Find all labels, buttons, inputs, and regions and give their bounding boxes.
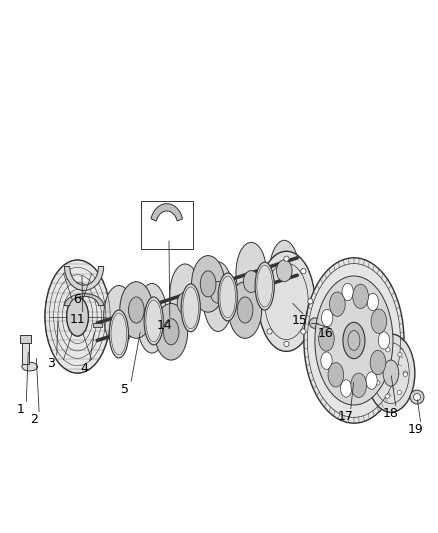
- Circle shape: [267, 269, 272, 274]
- Bar: [141, 201, 193, 249]
- Circle shape: [301, 269, 306, 274]
- Ellipse shape: [343, 322, 365, 359]
- Ellipse shape: [170, 264, 200, 325]
- Circle shape: [267, 329, 272, 334]
- Text: 2: 2: [30, 413, 38, 426]
- Ellipse shape: [366, 372, 377, 389]
- Ellipse shape: [120, 282, 153, 338]
- Circle shape: [403, 371, 407, 375]
- Circle shape: [308, 298, 313, 304]
- Ellipse shape: [258, 251, 315, 351]
- Bar: [22, 343, 29, 365]
- Ellipse shape: [236, 243, 266, 303]
- Circle shape: [410, 390, 424, 404]
- Ellipse shape: [177, 292, 193, 314]
- Ellipse shape: [181, 284, 200, 332]
- Circle shape: [397, 390, 402, 394]
- Circle shape: [386, 348, 390, 352]
- Text: 11: 11: [70, 313, 85, 326]
- Ellipse shape: [203, 262, 233, 332]
- Bar: [20, 335, 31, 343]
- Text: 1: 1: [17, 403, 25, 416]
- Ellipse shape: [22, 362, 38, 371]
- Ellipse shape: [367, 334, 415, 413]
- Ellipse shape: [378, 332, 390, 349]
- Ellipse shape: [304, 258, 404, 423]
- Ellipse shape: [340, 379, 352, 397]
- Text: 16: 16: [318, 327, 333, 341]
- Ellipse shape: [244, 271, 259, 293]
- Ellipse shape: [218, 273, 237, 321]
- Ellipse shape: [163, 319, 179, 345]
- Ellipse shape: [255, 262, 274, 310]
- Ellipse shape: [318, 327, 334, 351]
- Text: 14: 14: [157, 319, 173, 332]
- Text: 15: 15: [292, 314, 307, 327]
- Ellipse shape: [370, 350, 386, 375]
- Ellipse shape: [210, 281, 226, 303]
- Ellipse shape: [342, 283, 353, 301]
- Ellipse shape: [111, 314, 127, 336]
- Bar: [93, 323, 102, 327]
- Ellipse shape: [155, 303, 187, 360]
- Ellipse shape: [229, 282, 261, 338]
- Ellipse shape: [144, 303, 160, 325]
- Ellipse shape: [321, 309, 333, 327]
- Circle shape: [284, 256, 289, 261]
- Circle shape: [385, 394, 389, 399]
- Ellipse shape: [315, 276, 393, 405]
- Text: 6: 6: [74, 293, 81, 305]
- Circle shape: [301, 329, 306, 334]
- Circle shape: [403, 372, 407, 376]
- Ellipse shape: [104, 286, 134, 346]
- Ellipse shape: [200, 271, 216, 297]
- Ellipse shape: [367, 293, 378, 311]
- Text: 18: 18: [383, 407, 399, 420]
- Text: 17: 17: [337, 410, 353, 423]
- Circle shape: [310, 318, 320, 328]
- Ellipse shape: [329, 292, 345, 317]
- Ellipse shape: [191, 256, 225, 312]
- Ellipse shape: [137, 284, 167, 353]
- Ellipse shape: [269, 240, 300, 310]
- Ellipse shape: [371, 309, 387, 334]
- Ellipse shape: [276, 260, 292, 281]
- Circle shape: [398, 352, 402, 357]
- Circle shape: [376, 381, 380, 385]
- Ellipse shape: [383, 360, 399, 386]
- Text: 3: 3: [47, 357, 55, 369]
- Ellipse shape: [144, 297, 163, 345]
- Ellipse shape: [128, 297, 144, 323]
- Ellipse shape: [45, 260, 110, 373]
- Polygon shape: [151, 204, 183, 221]
- Ellipse shape: [353, 284, 368, 309]
- Polygon shape: [64, 266, 104, 290]
- Circle shape: [284, 341, 289, 346]
- Ellipse shape: [328, 362, 344, 387]
- Ellipse shape: [351, 373, 367, 398]
- Ellipse shape: [67, 297, 88, 336]
- Circle shape: [260, 298, 265, 304]
- Text: 4: 4: [80, 362, 88, 375]
- Ellipse shape: [321, 352, 332, 369]
- Polygon shape: [64, 294, 104, 305]
- Ellipse shape: [237, 297, 253, 323]
- Ellipse shape: [110, 310, 128, 358]
- Text: 19: 19: [408, 423, 424, 436]
- Circle shape: [413, 393, 420, 400]
- Text: 5: 5: [121, 383, 129, 395]
- Circle shape: [376, 360, 380, 365]
